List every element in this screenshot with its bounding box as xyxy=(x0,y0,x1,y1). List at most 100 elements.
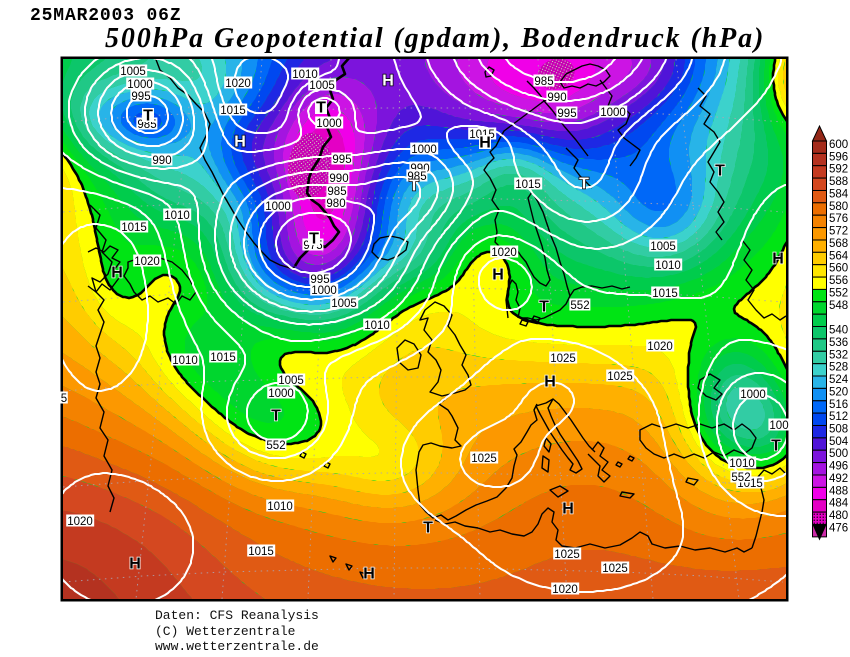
svg-text:1015: 1015 xyxy=(248,546,274,558)
svg-text:1010: 1010 xyxy=(729,458,755,470)
svg-text:T: T xyxy=(579,176,589,193)
svg-text:1010: 1010 xyxy=(164,210,190,222)
svg-text:H: H xyxy=(363,566,375,583)
svg-text:516: 516 xyxy=(829,399,848,411)
svg-text:488: 488 xyxy=(829,485,848,497)
svg-text:985: 985 xyxy=(137,119,156,131)
svg-text:1005: 1005 xyxy=(309,80,335,92)
svg-text:480: 480 xyxy=(829,510,848,522)
svg-text:(C) Wetterzentrale: (C) Wetterzentrale xyxy=(155,624,295,639)
svg-text:1000: 1000 xyxy=(411,144,437,156)
svg-text:568: 568 xyxy=(829,238,848,250)
svg-text:H: H xyxy=(234,134,246,151)
svg-text:1020: 1020 xyxy=(225,78,251,90)
svg-text:T: T xyxy=(715,163,725,180)
svg-text:1000: 1000 xyxy=(311,285,337,297)
svg-text:500hPa Geopotential (gpdam), B: 500hPa Geopotential (gpdam), Bodendruck … xyxy=(105,23,765,54)
svg-text:1000: 1000 xyxy=(265,201,291,213)
svg-text:990: 990 xyxy=(547,92,566,104)
svg-text:1010: 1010 xyxy=(172,355,198,367)
svg-text:1015: 1015 xyxy=(515,179,541,191)
svg-text:980: 980 xyxy=(326,198,345,210)
svg-text:1010: 1010 xyxy=(292,69,318,81)
svg-text:990: 990 xyxy=(329,173,348,185)
svg-text:1010: 1010 xyxy=(267,501,293,513)
svg-text:1010: 1010 xyxy=(364,320,390,332)
svg-text:T: T xyxy=(409,178,419,195)
svg-text:500: 500 xyxy=(829,448,848,460)
svg-text:552: 552 xyxy=(731,472,750,484)
svg-text:1020: 1020 xyxy=(134,256,160,268)
svg-text:496: 496 xyxy=(829,461,848,473)
svg-text:1025: 1025 xyxy=(602,563,628,575)
svg-text:1020: 1020 xyxy=(67,516,93,528)
svg-text:1000: 1000 xyxy=(316,118,342,130)
svg-text:995: 995 xyxy=(310,274,329,286)
svg-text:532: 532 xyxy=(829,349,848,361)
svg-text:1020: 1020 xyxy=(552,584,578,596)
svg-text:520: 520 xyxy=(829,386,848,398)
svg-text:1015: 1015 xyxy=(652,288,678,300)
svg-text:1025: 1025 xyxy=(554,549,580,561)
svg-text:T: T xyxy=(539,299,549,316)
svg-text:H: H xyxy=(382,73,394,90)
svg-text:1025: 1025 xyxy=(550,353,576,365)
svg-text:508: 508 xyxy=(829,424,848,436)
svg-text:504: 504 xyxy=(829,436,849,448)
svg-text:572: 572 xyxy=(829,226,848,238)
svg-text:528: 528 xyxy=(829,362,848,374)
svg-text:552: 552 xyxy=(266,440,285,452)
svg-text:Daten: CFS Reanalysis: Daten: CFS Reanalysis xyxy=(155,608,319,623)
svg-text:1000: 1000 xyxy=(740,389,766,401)
svg-text:548: 548 xyxy=(829,300,848,312)
svg-text:H: H xyxy=(544,374,556,391)
svg-text:T: T xyxy=(316,100,326,117)
svg-text:1025: 1025 xyxy=(471,453,497,465)
svg-text:T: T xyxy=(143,108,153,125)
svg-text:576: 576 xyxy=(829,213,848,225)
svg-text:T: T xyxy=(271,408,281,425)
svg-text:592: 592 xyxy=(829,164,848,176)
svg-text:1000: 1000 xyxy=(268,388,294,400)
svg-text:H: H xyxy=(479,135,491,152)
svg-text:484: 484 xyxy=(829,498,849,510)
svg-text:560: 560 xyxy=(829,263,848,275)
svg-text:T: T xyxy=(771,438,781,455)
svg-text:25MAR2003 06Z: 25MAR2003 06Z xyxy=(30,6,181,26)
svg-text:588: 588 xyxy=(829,176,848,188)
svg-text:1005: 1005 xyxy=(278,375,304,387)
svg-text:1005: 1005 xyxy=(120,66,146,78)
svg-text:584: 584 xyxy=(829,189,849,201)
svg-text:1005: 1005 xyxy=(331,298,357,310)
svg-text:1025: 1025 xyxy=(607,371,633,383)
svg-text:1015: 1015 xyxy=(220,105,246,117)
svg-text:1000: 1000 xyxy=(600,107,626,119)
svg-text:492: 492 xyxy=(829,473,848,485)
svg-text:995: 995 xyxy=(131,91,150,103)
svg-text:H: H xyxy=(562,501,574,518)
svg-text:995: 995 xyxy=(557,108,576,120)
svg-text:600: 600 xyxy=(829,139,848,151)
svg-text:1020: 1020 xyxy=(647,341,673,353)
svg-text:1015: 1015 xyxy=(121,222,147,234)
svg-text:476: 476 xyxy=(829,523,848,535)
svg-text:1005: 1005 xyxy=(650,241,676,253)
svg-text:564: 564 xyxy=(829,250,849,262)
svg-text:580: 580 xyxy=(829,201,848,213)
svg-text:T: T xyxy=(309,231,319,248)
svg-text:H: H xyxy=(492,267,504,284)
svg-text:H: H xyxy=(772,251,784,268)
svg-text:536: 536 xyxy=(829,337,848,349)
svg-text:H: H xyxy=(111,265,123,282)
svg-text:556: 556 xyxy=(829,275,848,287)
svg-text:995: 995 xyxy=(332,154,351,166)
svg-text:540: 540 xyxy=(829,325,848,337)
svg-text:552: 552 xyxy=(570,300,589,312)
svg-text:990: 990 xyxy=(152,155,171,167)
svg-text:100: 100 xyxy=(769,420,788,432)
svg-text:5: 5 xyxy=(61,393,67,405)
svg-text:596: 596 xyxy=(829,151,848,163)
svg-text:985: 985 xyxy=(534,76,553,88)
svg-text:T: T xyxy=(423,520,433,537)
svg-text:524: 524 xyxy=(829,374,849,386)
